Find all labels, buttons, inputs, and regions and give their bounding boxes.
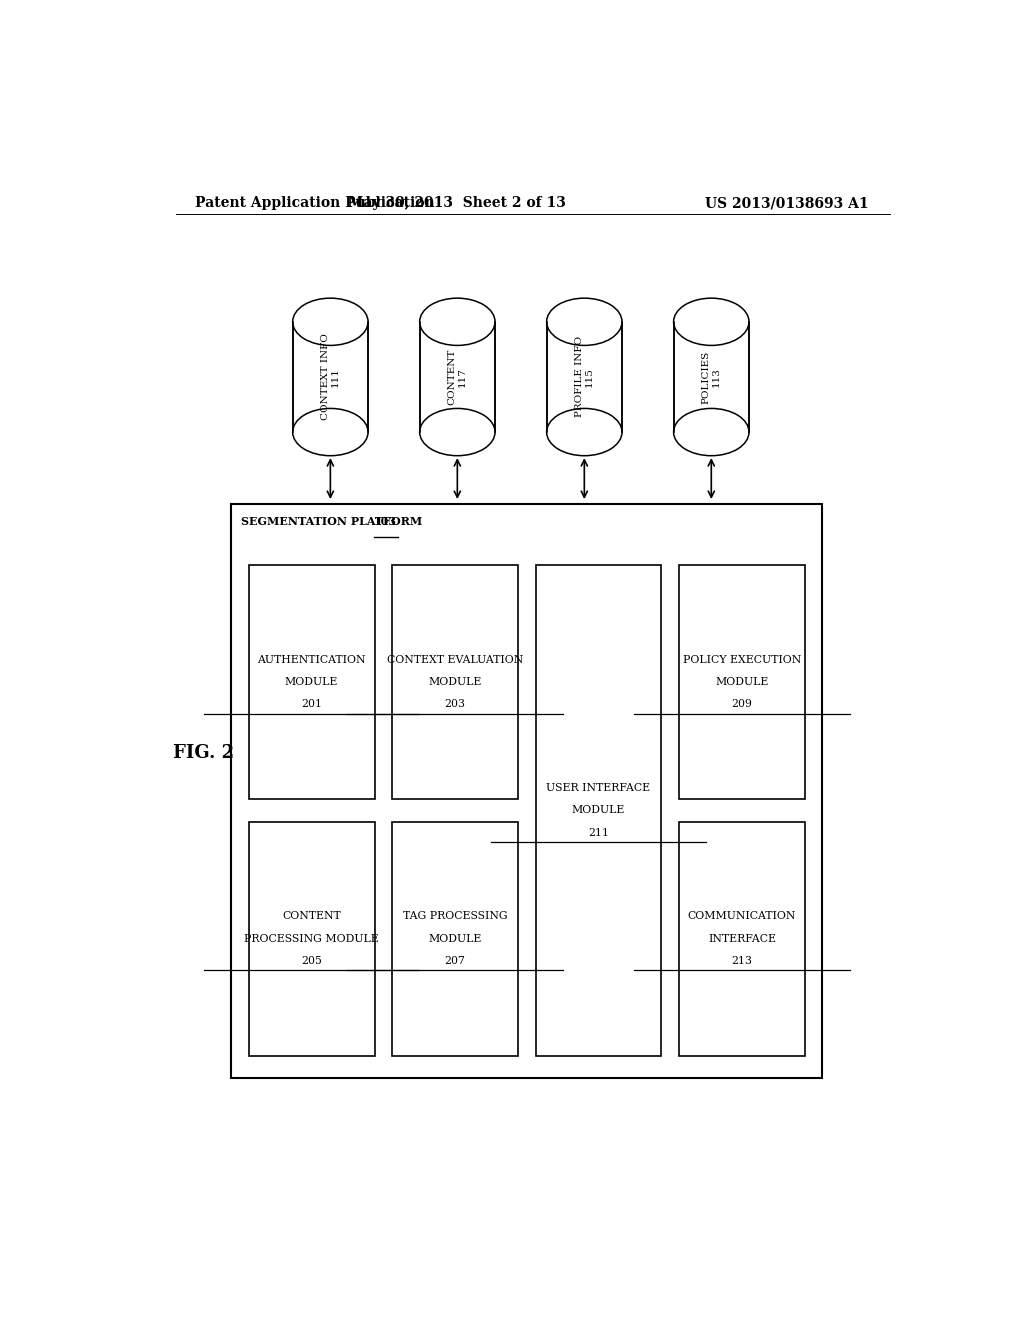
Ellipse shape: [420, 298, 495, 346]
Polygon shape: [420, 322, 495, 432]
Text: MODULE: MODULE: [715, 677, 769, 688]
Text: CONTEXT INFO
111: CONTEXT INFO 111: [321, 334, 340, 420]
Text: MODULE: MODULE: [428, 933, 481, 944]
Ellipse shape: [293, 408, 368, 455]
Text: 203: 203: [444, 700, 466, 709]
Text: USER INTERFACE: USER INTERFACE: [547, 783, 650, 793]
Text: POLICIES
113: POLICIES 113: [701, 350, 721, 404]
Polygon shape: [674, 322, 749, 432]
Text: 213: 213: [731, 956, 753, 966]
Text: 205: 205: [301, 956, 323, 966]
Text: SEGMENTATION PLATFORM: SEGMENTATION PLATFORM: [241, 516, 426, 527]
Ellipse shape: [547, 298, 622, 346]
Text: MODULE: MODULE: [285, 677, 338, 688]
Text: Patent Application Publication: Patent Application Publication: [196, 197, 435, 210]
FancyBboxPatch shape: [392, 565, 518, 799]
Text: MODULE: MODULE: [428, 677, 481, 688]
FancyBboxPatch shape: [536, 565, 662, 1056]
Ellipse shape: [293, 298, 368, 346]
FancyBboxPatch shape: [249, 821, 375, 1056]
FancyBboxPatch shape: [679, 821, 805, 1056]
Text: MODULE: MODULE: [571, 805, 626, 816]
Text: CONTENT: CONTENT: [283, 911, 341, 921]
Text: CONTEXT EVALUATION: CONTEXT EVALUATION: [387, 655, 523, 665]
Text: 211: 211: [588, 828, 609, 838]
FancyBboxPatch shape: [249, 565, 375, 799]
Text: May 30, 2013  Sheet 2 of 13: May 30, 2013 Sheet 2 of 13: [348, 197, 566, 210]
Ellipse shape: [674, 408, 749, 455]
Text: 103: 103: [374, 516, 397, 527]
Text: 207: 207: [444, 956, 466, 966]
Text: PROFILE INFO
115: PROFILE INFO 115: [574, 337, 594, 417]
Text: AUTHENTICATION: AUTHENTICATION: [257, 655, 366, 665]
Text: PROCESSING MODULE: PROCESSING MODULE: [245, 933, 379, 944]
Text: FIG. 2: FIG. 2: [173, 744, 234, 762]
Text: COMMUNICATION: COMMUNICATION: [688, 911, 796, 921]
Polygon shape: [547, 322, 622, 432]
Text: CONTENT
117: CONTENT 117: [447, 348, 467, 405]
Polygon shape: [293, 322, 368, 432]
Text: POLICY EXECUTION: POLICY EXECUTION: [683, 655, 801, 665]
Ellipse shape: [674, 298, 749, 346]
FancyBboxPatch shape: [392, 821, 518, 1056]
FancyBboxPatch shape: [679, 565, 805, 799]
Text: INTERFACE: INTERFACE: [708, 933, 776, 944]
Ellipse shape: [420, 408, 495, 455]
Text: US 2013/0138693 A1: US 2013/0138693 A1: [705, 197, 868, 210]
Text: 209: 209: [731, 700, 753, 709]
Ellipse shape: [547, 408, 622, 455]
FancyBboxPatch shape: [231, 504, 822, 1078]
Text: TAG PROCESSING: TAG PROCESSING: [402, 911, 507, 921]
Text: 201: 201: [301, 700, 323, 709]
